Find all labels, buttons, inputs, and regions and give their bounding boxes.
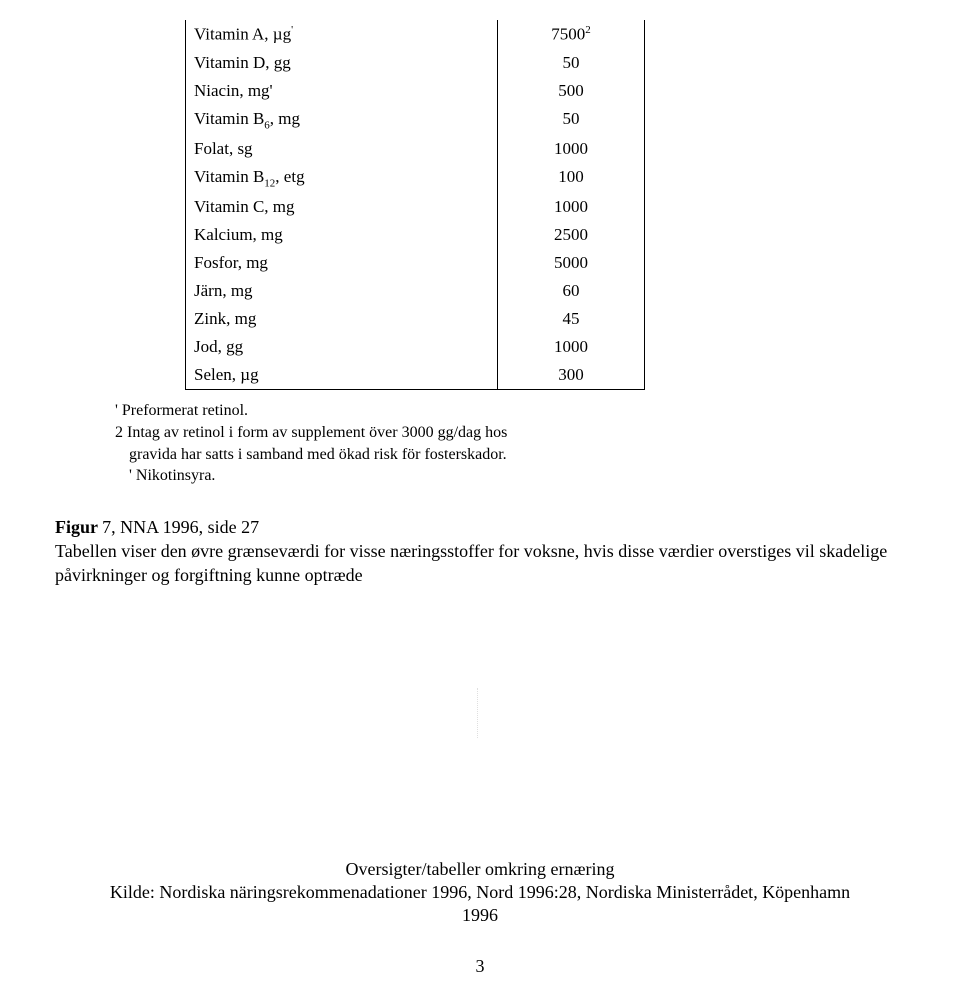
- nutrient-value: 1000: [498, 333, 645, 361]
- footnote-2-line1: 2 Intag av retinol i form av supplement …: [115, 422, 905, 444]
- nutrient-label: Vitamin C, mg: [186, 193, 498, 221]
- source-line-2: Kilde: Nordiska näringsrekommenadationer…: [55, 881, 905, 904]
- nutrient-value: 50: [498, 105, 645, 135]
- nutrient-value: 50: [498, 49, 645, 77]
- table-row: Niacin, mg'500: [186, 77, 645, 105]
- table-row: Vitamin B6, mg50: [186, 105, 645, 135]
- table-row: Vitamin B12, etg100: [186, 163, 645, 193]
- table-row: Zink, mg45: [186, 305, 645, 333]
- page-container: Vitamin A, µg'75002Vitamin D, gg50Niacin…: [0, 0, 960, 1007]
- nutrient-label: Selen, µg: [186, 361, 498, 390]
- nutrient-value: 75002: [498, 20, 645, 49]
- table-row: Selen, µg300: [186, 361, 645, 390]
- table-row: Fosfor, mg5000: [186, 249, 645, 277]
- table-row: Vitamin A, µg'75002: [186, 20, 645, 49]
- table-row: Vitamin C, mg1000: [186, 193, 645, 221]
- figure-caption: Figur 7, NNA 1996, side 27 Tabellen vise…: [55, 515, 905, 588]
- page-number: 3: [55, 956, 905, 977]
- nutrient-label: Vitamin D, gg: [186, 49, 498, 77]
- table-row: Folat, sg1000: [186, 135, 645, 163]
- source-line-1: Oversigter/tabeller omkring ernæring: [55, 858, 905, 881]
- source-line-3: 1996: [55, 904, 905, 927]
- nutrient-label: Zink, mg: [186, 305, 498, 333]
- figure-number: 7, NNA 1996, side 27: [102, 517, 259, 537]
- nutrient-label: Fosfor, mg: [186, 249, 498, 277]
- source-citation: Oversigter/tabeller omkring ernæring Kil…: [55, 858, 905, 928]
- nutrient-label: Niacin, mg': [186, 77, 498, 105]
- nutrient-label: Vitamin B6, mg: [186, 105, 498, 135]
- nutrient-label: Järn, mg: [186, 277, 498, 305]
- table-row: Jod, gg1000: [186, 333, 645, 361]
- footnote-1: ' Preformerat retinol.: [115, 400, 905, 422]
- nutrient-label: Folat, sg: [186, 135, 498, 163]
- nutrition-upper-limit-table: Vitamin A, µg'75002Vitamin D, gg50Niacin…: [185, 20, 645, 390]
- nutrient-label: Vitamin A, µg': [186, 20, 498, 49]
- figure-label: Figur: [55, 517, 102, 537]
- nutrient-value: 1000: [498, 193, 645, 221]
- nutrient-label: Jod, gg: [186, 333, 498, 361]
- footnote-2-line2: gravida har satts i samband med ökad ris…: [115, 444, 905, 466]
- nutrient-value: 100: [498, 163, 645, 193]
- nutrient-value: 60: [498, 277, 645, 305]
- table-row: Vitamin D, gg50: [186, 49, 645, 77]
- footnote-3: ' Nikotinsyra.: [115, 465, 905, 487]
- table-row: Kalcium, mg2500: [186, 221, 645, 249]
- footnotes-block: ' Preformerat retinol. 2 Intag av retino…: [115, 400, 905, 486]
- nutrient-value: 45: [498, 305, 645, 333]
- nutrient-label: Kalcium, mg: [186, 221, 498, 249]
- nutrient-value: 500: [498, 77, 645, 105]
- decorative-mark: [55, 688, 905, 748]
- figure-body-text: Tabellen viser den øvre grænseværdi for …: [55, 541, 887, 585]
- nutrient-value: 1000: [498, 135, 645, 163]
- table-body: Vitamin A, µg'75002Vitamin D, gg50Niacin…: [186, 20, 645, 390]
- table-row: Järn, mg60: [186, 277, 645, 305]
- nutrient-value: 2500: [498, 221, 645, 249]
- nutrient-value: 300: [498, 361, 645, 390]
- nutrient-value: 5000: [498, 249, 645, 277]
- nutrient-label: Vitamin B12, etg: [186, 163, 498, 193]
